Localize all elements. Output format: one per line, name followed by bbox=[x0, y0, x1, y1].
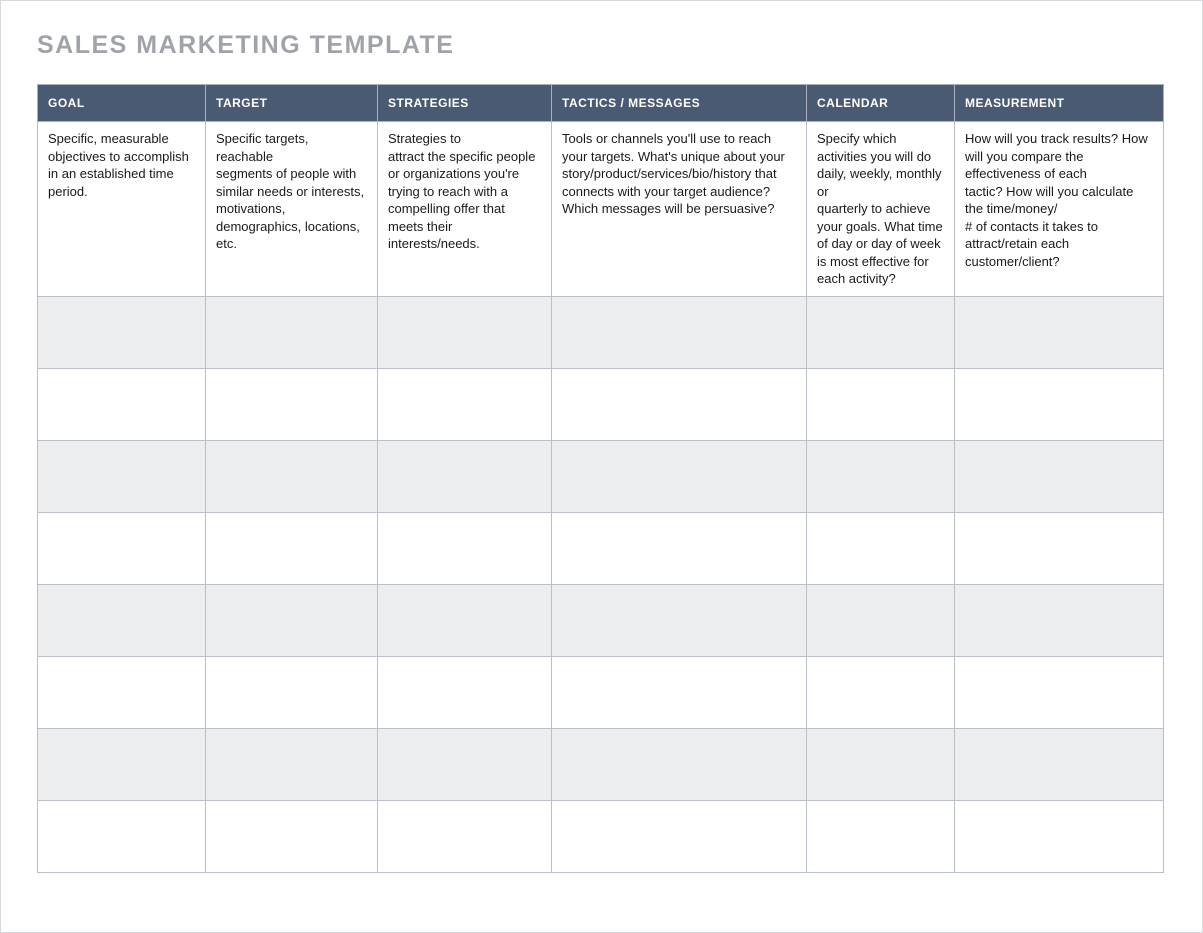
table-header-cell: TARGET bbox=[206, 85, 378, 122]
table-cell[interactable] bbox=[955, 800, 1164, 872]
table-description-cell: Specific, measurable objectives to accom… bbox=[38, 122, 206, 297]
table-cell[interactable] bbox=[38, 728, 206, 800]
table-row bbox=[38, 584, 1164, 656]
table-cell[interactable] bbox=[807, 512, 955, 584]
table-cell[interactable] bbox=[807, 584, 955, 656]
table-cell[interactable] bbox=[807, 440, 955, 512]
table-header-cell: MEASUREMENT bbox=[955, 85, 1164, 122]
table-cell[interactable] bbox=[552, 584, 807, 656]
table-cell[interactable] bbox=[206, 584, 378, 656]
table-cell[interactable] bbox=[378, 296, 552, 368]
table-cell[interactable] bbox=[955, 728, 1164, 800]
table-row bbox=[38, 440, 1164, 512]
table-cell[interactable] bbox=[552, 728, 807, 800]
table-row bbox=[38, 656, 1164, 728]
table-cell[interactable] bbox=[206, 512, 378, 584]
table-header-row: GOALTARGETSTRATEGIESTACTICS / MESSAGESCA… bbox=[38, 85, 1164, 122]
table-cell[interactable] bbox=[38, 800, 206, 872]
table-description-cell: Strategies to attract the specific peopl… bbox=[378, 122, 552, 297]
document-page: SALES MARKETING TEMPLATE GOALTARGETSTRAT… bbox=[0, 0, 1203, 933]
table-cell[interactable] bbox=[38, 656, 206, 728]
table-cell[interactable] bbox=[206, 728, 378, 800]
table-description-cell: Specific targets, reachable segments of … bbox=[206, 122, 378, 297]
table-row bbox=[38, 800, 1164, 872]
table-cell[interactable] bbox=[38, 368, 206, 440]
table-cell[interactable] bbox=[807, 800, 955, 872]
table-row bbox=[38, 296, 1164, 368]
table-cell[interactable] bbox=[378, 512, 552, 584]
table-header-cell: GOAL bbox=[38, 85, 206, 122]
table-cell[interactable] bbox=[378, 656, 552, 728]
sales-marketing-table: GOALTARGETSTRATEGIESTACTICS / MESSAGESCA… bbox=[37, 84, 1164, 873]
table-cell[interactable] bbox=[552, 440, 807, 512]
table-cell[interactable] bbox=[955, 368, 1164, 440]
table-cell[interactable] bbox=[38, 512, 206, 584]
table-cell[interactable] bbox=[552, 368, 807, 440]
table-cell[interactable] bbox=[378, 728, 552, 800]
table-description-row: Specific, measurable objectives to accom… bbox=[38, 122, 1164, 297]
table-cell[interactable] bbox=[378, 584, 552, 656]
table-cell[interactable] bbox=[807, 656, 955, 728]
table-cell[interactable] bbox=[552, 512, 807, 584]
table-header-cell: TACTICS / MESSAGES bbox=[552, 85, 807, 122]
table-description-cell: Tools or channels you'll use to reach yo… bbox=[552, 122, 807, 297]
table-cell[interactable] bbox=[552, 800, 807, 872]
table-cell[interactable] bbox=[955, 584, 1164, 656]
table-cell[interactable] bbox=[807, 296, 955, 368]
table-cell[interactable] bbox=[38, 296, 206, 368]
table-cell[interactable] bbox=[378, 440, 552, 512]
table-header-cell: STRATEGIES bbox=[378, 85, 552, 122]
table-row bbox=[38, 728, 1164, 800]
table-cell[interactable] bbox=[38, 584, 206, 656]
table-cell[interactable] bbox=[206, 440, 378, 512]
table-cell[interactable] bbox=[955, 656, 1164, 728]
table-cell[interactable] bbox=[955, 512, 1164, 584]
table-description-cell: Specify which activities you will do dai… bbox=[807, 122, 955, 297]
table-cell[interactable] bbox=[378, 800, 552, 872]
table-cell[interactable] bbox=[552, 656, 807, 728]
table-cell[interactable] bbox=[38, 440, 206, 512]
table-cell[interactable] bbox=[206, 296, 378, 368]
table-body: Specific, measurable objectives to accom… bbox=[38, 122, 1164, 873]
table-cell[interactable] bbox=[955, 440, 1164, 512]
table-cell[interactable] bbox=[206, 368, 378, 440]
table-cell[interactable] bbox=[378, 368, 552, 440]
table-cell[interactable] bbox=[955, 296, 1164, 368]
page-title: SALES MARKETING TEMPLATE bbox=[37, 31, 1184, 60]
table-description-cell: How will you track results? How will you… bbox=[955, 122, 1164, 297]
table-cell[interactable] bbox=[807, 368, 955, 440]
table-cell[interactable] bbox=[206, 656, 378, 728]
table-cell[interactable] bbox=[552, 296, 807, 368]
table-row bbox=[38, 512, 1164, 584]
table-cell[interactable] bbox=[206, 800, 378, 872]
table-row bbox=[38, 368, 1164, 440]
table-cell[interactable] bbox=[807, 728, 955, 800]
table-header-cell: CALENDAR bbox=[807, 85, 955, 122]
